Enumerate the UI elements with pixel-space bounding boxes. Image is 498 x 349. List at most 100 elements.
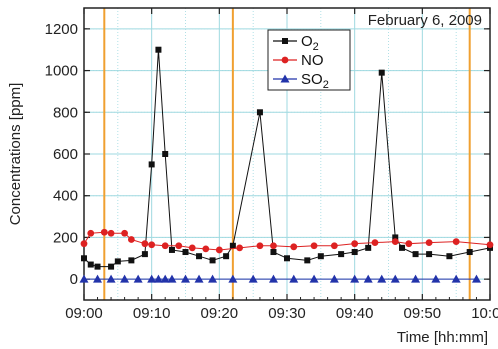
data-point bbox=[338, 251, 345, 258]
data-point bbox=[248, 274, 258, 283]
data-point bbox=[127, 236, 135, 243]
y-tick-label: 1000 bbox=[45, 63, 78, 80]
data-point bbox=[236, 244, 244, 252]
data-point bbox=[466, 249, 473, 256]
y-axis-label: Concentrations [ppm] bbox=[7, 83, 24, 226]
data-point bbox=[114, 258, 121, 265]
data-point bbox=[194, 274, 204, 283]
data-point bbox=[411, 274, 421, 283]
legend-label: O2 bbox=[301, 33, 319, 53]
data-point bbox=[371, 239, 379, 247]
data-point bbox=[452, 238, 460, 246]
data-point bbox=[412, 251, 419, 258]
x-tick-label: 09:10 bbox=[133, 305, 171, 322]
x-tick-label: 09:20 bbox=[201, 305, 239, 322]
data-point bbox=[229, 242, 236, 249]
data-point bbox=[451, 274, 461, 283]
data-point bbox=[196, 253, 203, 260]
data-point bbox=[79, 274, 89, 283]
data-point bbox=[80, 240, 88, 248]
data-point bbox=[93, 274, 103, 283]
data-point bbox=[256, 242, 264, 250]
chart-date-annotation: February 6, 2009 bbox=[368, 12, 482, 29]
data-point bbox=[94, 263, 101, 270]
data-point bbox=[270, 249, 277, 256]
data-point bbox=[390, 274, 400, 283]
legend-item-o2: O2 bbox=[273, 33, 319, 53]
data-point bbox=[100, 228, 108, 236]
data-point bbox=[330, 242, 338, 250]
data-point bbox=[310, 242, 318, 250]
y-tick-label: 400 bbox=[53, 188, 78, 205]
y-tick-label: 0 bbox=[70, 271, 78, 288]
data-point bbox=[446, 253, 453, 260]
data-point bbox=[141, 240, 149, 248]
data-point bbox=[160, 274, 170, 283]
data-point bbox=[431, 274, 441, 283]
data-point bbox=[281, 56, 289, 64]
data-point bbox=[87, 261, 94, 268]
data-point bbox=[168, 246, 175, 253]
y-tick-label: 600 bbox=[53, 146, 78, 163]
legend-item-so2: SO2 bbox=[273, 71, 329, 91]
y-tick-label: 200 bbox=[53, 229, 78, 246]
data-point bbox=[363, 274, 373, 283]
data-point bbox=[309, 274, 319, 283]
data-point bbox=[351, 249, 358, 256]
data-point bbox=[181, 274, 190, 283]
series bbox=[79, 46, 494, 283]
data-point bbox=[329, 274, 339, 283]
series-no bbox=[80, 228, 494, 254]
legend-label: NO bbox=[301, 52, 324, 69]
data-point bbox=[202, 245, 210, 253]
data-point bbox=[304, 257, 311, 264]
y-tick-label: 800 bbox=[53, 104, 78, 121]
data-point bbox=[148, 161, 155, 168]
data-point bbox=[317, 253, 324, 260]
data-point bbox=[81, 255, 87, 262]
data-point bbox=[87, 229, 95, 237]
data-point bbox=[268, 274, 278, 283]
data-point bbox=[471, 274, 481, 283]
data-point bbox=[365, 244, 372, 251]
data-point bbox=[405, 240, 413, 248]
data-point bbox=[392, 234, 399, 241]
data-point bbox=[155, 46, 162, 53]
data-point bbox=[148, 241, 156, 249]
data-point bbox=[350, 274, 360, 283]
x-tick-label: 09:40 bbox=[336, 305, 374, 322]
data-point bbox=[351, 240, 359, 248]
data-point bbox=[162, 151, 169, 157]
data-point bbox=[378, 69, 385, 76]
data-point bbox=[108, 263, 115, 270]
data-point bbox=[188, 244, 196, 252]
series-so2 bbox=[79, 274, 481, 283]
data-point bbox=[133, 274, 143, 283]
data-point bbox=[391, 238, 399, 246]
data-point bbox=[289, 274, 299, 283]
data-point bbox=[399, 244, 406, 251]
data-point bbox=[141, 251, 148, 258]
data-point bbox=[270, 242, 277, 250]
x-axis-label: Time [hh:mm] bbox=[397, 329, 488, 346]
data-point bbox=[280, 74, 290, 83]
data-point bbox=[208, 274, 218, 283]
data-point bbox=[426, 251, 433, 258]
data-point bbox=[223, 253, 230, 260]
data-point bbox=[228, 274, 238, 283]
data-point bbox=[256, 109, 263, 116]
x-tick-label: 09:00 bbox=[65, 305, 103, 322]
legend-box bbox=[267, 29, 351, 91]
data-point bbox=[107, 229, 115, 237]
data-point bbox=[215, 246, 223, 254]
x-tick-label: 09:50 bbox=[404, 305, 442, 322]
y-tick-label: 1200 bbox=[45, 21, 78, 38]
legend-item-no: NO bbox=[273, 52, 324, 69]
data-point bbox=[128, 257, 135, 264]
data-point bbox=[161, 242, 169, 250]
data-point bbox=[284, 255, 290, 262]
